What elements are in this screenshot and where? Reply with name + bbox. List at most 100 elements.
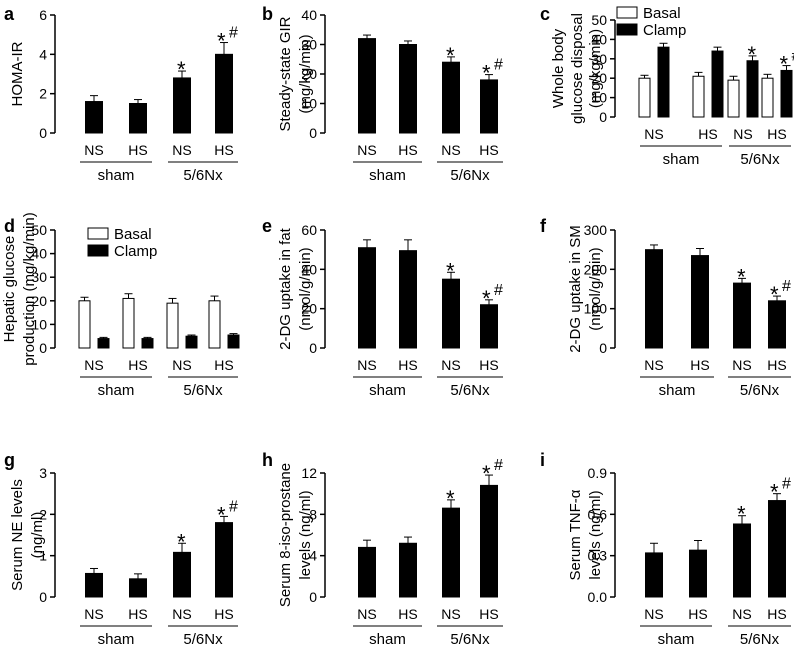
y-tick-label: 2	[39, 506, 47, 522]
group-label: 5/6Nx	[450, 631, 490, 646]
bar-clamp	[141, 338, 154, 349]
bar-serum-8-iso-prostane	[358, 546, 376, 598]
bar-steady-state-gir	[480, 79, 498, 134]
significance-star: *	[770, 282, 779, 307]
y-tick-label: 300	[584, 222, 608, 238]
x-tick-label: HS	[698, 126, 717, 142]
x-tick-label: HS	[398, 606, 417, 622]
significance-hash: #	[229, 25, 238, 42]
panel-letter: a	[4, 4, 15, 24]
group-label: sham	[98, 167, 135, 184]
x-tick-label: HS	[690, 357, 709, 373]
group-label: sham	[98, 382, 135, 399]
y-tick-label: 0.6	[588, 506, 608, 522]
panel-letter: g	[4, 450, 15, 470]
x-tick-label: NS	[357, 357, 376, 373]
panel-letter: i	[540, 450, 545, 470]
y-axis-label: Steady-state GIR	[277, 16, 294, 131]
bar-2-dg-uptake-in-sm	[768, 300, 786, 349]
x-tick-label: HS	[128, 142, 147, 158]
x-tick-label: NS	[644, 357, 663, 373]
y-tick-label: 50	[31, 222, 47, 238]
y-tick-label: 10	[31, 316, 47, 332]
bar-serum-ne-levels	[85, 572, 103, 598]
legend-swatch-clamp	[616, 23, 638, 36]
x-tick-label: HS	[479, 357, 498, 373]
y-tick-label: 30	[301, 37, 317, 53]
y-tick-label: 6	[39, 7, 47, 23]
y-tick-label: 10	[301, 96, 317, 112]
bar-steady-state-gir	[442, 61, 460, 134]
panel-letter: f	[540, 216, 547, 236]
significance-star: *	[446, 258, 455, 283]
bar-serum-8-iso-prostane	[399, 542, 417, 598]
y-tick-label: 50	[591, 12, 607, 28]
bar-basal	[208, 300, 221, 349]
legend-swatch-clamp	[87, 244, 109, 257]
x-tick-label: HS	[398, 142, 417, 158]
bar-steady-state-gir	[399, 44, 417, 134]
y-tick-label: 60	[301, 222, 317, 238]
panel-letter: d	[4, 216, 15, 236]
y-tick-label: 10	[591, 90, 607, 106]
y-axis-label: (mg/kg/min)	[297, 34, 314, 113]
bar-clamp	[746, 60, 759, 118]
legend-label: Clamp	[643, 22, 686, 39]
group-label: 5/6Nx	[183, 631, 223, 646]
y-tick-label: 20	[591, 70, 607, 86]
significance-star: *	[177, 529, 186, 554]
y-tick-label: 0	[39, 340, 47, 356]
group-label: 5/6Nx	[183, 382, 223, 399]
y-tick-label: 0	[309, 125, 317, 141]
bar-2-dg-uptake-in-fat	[442, 278, 460, 349]
x-tick-label: NS	[84, 606, 103, 622]
significance-star: *	[780, 52, 789, 77]
significance-star: *	[482, 286, 491, 311]
bar-2-dg-uptake-in-fat	[399, 250, 417, 349]
significance-star: *	[217, 29, 226, 54]
y-axis-label: levels (ng/ml)	[587, 490, 604, 579]
significance-star: *	[446, 43, 455, 68]
bar-homa-ir	[129, 103, 147, 134]
significance-star: *	[482, 61, 491, 86]
legend-label: Basal	[114, 226, 152, 243]
y-axis-label: Hepatic glucose	[1, 236, 18, 343]
significance-star: *	[217, 502, 226, 527]
bar-basal	[727, 79, 740, 118]
x-tick-label: NS	[644, 606, 663, 622]
y-tick-label: 4	[309, 548, 317, 564]
y-tick-label: 40	[301, 261, 317, 277]
significance-hash: #	[229, 498, 238, 515]
group-label: sham	[659, 382, 696, 399]
legend-swatch-basal	[616, 6, 638, 19]
x-tick-label: NS	[84, 142, 103, 158]
x-tick-label: HS	[214, 357, 233, 373]
legend-swatch-basal	[87, 227, 109, 240]
bar-steady-state-gir	[358, 38, 376, 134]
bar-2-dg-uptake-in-fat	[358, 247, 376, 349]
significance-hash: #	[782, 476, 791, 493]
group-label: sham	[658, 631, 695, 646]
y-axis-label: (mg/kg/min)	[587, 29, 604, 108]
x-tick-label: NS	[172, 142, 191, 158]
group-label: 5/6Nx	[740, 382, 780, 399]
bar-basal	[638, 77, 651, 118]
y-axis-label: Serum NE levels	[9, 479, 26, 591]
y-tick-label: 20	[31, 293, 47, 309]
bar-serum-tnf-	[733, 523, 751, 598]
y-tick-label: 20	[301, 301, 317, 317]
x-tick-label: NS	[644, 126, 663, 142]
y-tick-label: 40	[301, 7, 317, 23]
x-tick-label: NS	[357, 142, 376, 158]
y-axis-label: HOMA-IR	[9, 41, 26, 106]
x-tick-label: NS	[84, 357, 103, 373]
bar-basal	[692, 75, 705, 118]
y-tick-label: 0.9	[588, 465, 608, 481]
